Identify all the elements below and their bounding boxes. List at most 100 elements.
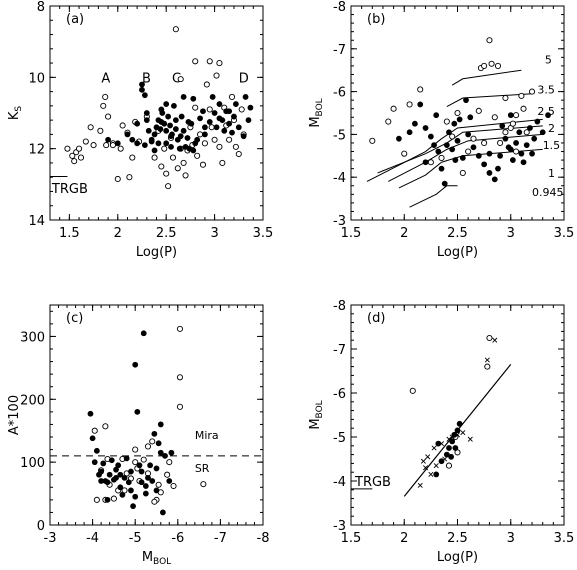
open-circle-point <box>211 136 218 143</box>
open-circle-point <box>443 118 450 125</box>
open-circle-point <box>509 120 516 127</box>
filled-circle-point <box>139 86 145 93</box>
open-circle-point <box>486 37 493 44</box>
open-circle-point <box>213 72 220 79</box>
filled-circle-point <box>106 471 113 478</box>
filled-circle-point <box>141 142 148 148</box>
filled-circle-point <box>534 118 541 125</box>
y-tick-label: -8 <box>333 299 346 314</box>
open-circle-point <box>144 443 152 450</box>
x-axis-label: Log(P) <box>136 245 177 260</box>
x-tick-label: -8 <box>257 531 270 546</box>
filled-circle-point <box>142 490 149 497</box>
y-tick-label: 300 <box>20 330 45 345</box>
cross-stroke <box>449 434 455 440</box>
cross-stroke <box>423 465 429 471</box>
panel-label: (b) <box>367 12 385 27</box>
open-circle-point <box>117 145 124 152</box>
filled-circle-point <box>481 161 488 168</box>
open-circle-point <box>216 143 223 150</box>
filled-circle-point <box>114 140 121 147</box>
cross-stroke <box>467 436 473 442</box>
filled-circle-point <box>149 478 156 484</box>
filled-circle-point <box>242 94 249 100</box>
x-axis-label: MBOL <box>142 550 171 567</box>
model-track-line <box>451 69 522 86</box>
trgb-label: TRGB <box>354 475 391 490</box>
filled-circle-point <box>104 496 111 503</box>
filled-circle-point <box>139 81 145 88</box>
cross-point <box>420 458 426 464</box>
cross-stroke <box>428 471 434 477</box>
open-circle-point <box>518 92 525 99</box>
filled-circle-point <box>531 135 538 142</box>
cross-point <box>484 357 490 363</box>
filled-circle-point <box>520 159 527 166</box>
filled-circle-point <box>229 129 235 136</box>
sequence-label: TRGB <box>51 182 88 197</box>
cross-point <box>425 454 431 460</box>
filled-circle-point <box>105 136 111 143</box>
x-tick-label: -6 <box>171 531 184 546</box>
filled-circle-point <box>158 106 165 113</box>
open-circle-point <box>449 133 456 140</box>
mira-label: Mira <box>195 429 219 442</box>
cross-stroke <box>439 441 445 447</box>
model-track-label: 0.945 <box>532 186 564 199</box>
filled-circle-point <box>151 147 158 154</box>
open-circle-point <box>163 170 170 177</box>
filled-circle-point <box>456 116 463 123</box>
filled-circle-point <box>454 137 461 144</box>
filled-circle-point <box>449 438 456 445</box>
filled-circle-point <box>465 131 472 138</box>
filled-circle-point <box>507 112 514 119</box>
open-circle-point <box>172 26 179 33</box>
open-circle-point <box>93 496 100 503</box>
filled-circle-point <box>87 410 94 417</box>
filled-circle-point <box>117 471 124 478</box>
filled-circle-point <box>509 157 516 163</box>
y-tick-label: 10 <box>28 71 45 86</box>
cross-stroke <box>431 445 437 451</box>
y-tick-label: 12 <box>28 143 45 158</box>
filled-circle-point <box>155 440 162 447</box>
filled-circle-point <box>168 133 174 140</box>
filled-circle-point <box>167 122 173 129</box>
open-circle-point <box>390 105 397 112</box>
filled-circle-point <box>157 126 164 132</box>
filled-circle-point <box>221 127 228 134</box>
open-circle-point <box>494 62 502 69</box>
filled-circle-point <box>134 408 141 415</box>
cross-point <box>417 482 423 488</box>
y-tick-label: 100 <box>20 456 45 471</box>
x-tick-label: -4 <box>86 531 99 546</box>
panel-a-period-ks-plot: 1.5 2 2.5 3 3.5 8 10 12 14 Log(P) KS (a) A B C D TRGB <box>7 0 273 260</box>
filled-circle-point <box>163 101 170 107</box>
open-circle-point <box>140 456 147 463</box>
open-circle-point <box>165 183 172 190</box>
open-circle-point <box>102 93 109 100</box>
open-circle-point <box>484 363 491 370</box>
open-circle-point <box>177 76 184 83</box>
open-circle-point <box>465 148 472 155</box>
panel-c-amplitude-mbol-plot: -3 -4 -5 -6 -7 -8 0 100 200 300 MBOL A*100 (c) Mira SR <box>7 304 270 567</box>
filled-circle-point <box>513 140 519 146</box>
x-axis-label: Log(P) <box>437 550 478 565</box>
open-circle-point <box>232 143 239 150</box>
open-circle-point <box>105 113 112 120</box>
open-circle-point <box>201 140 208 147</box>
filled-circle-point <box>406 129 413 136</box>
filled-circle-point <box>247 104 254 111</box>
open-circle-point <box>200 481 207 488</box>
filled-circle-point <box>162 452 168 459</box>
filled-circle-point <box>129 136 136 143</box>
plot-frame <box>49 304 264 526</box>
panel-d-period-mbol-fit-plot: 1.5 2 2.5 3 3.5 -3 -4 -5 -6 -7 -8 Log(P) MBOL (d) TRGB <box>308 299 574 565</box>
filled-circle-point <box>459 155 466 161</box>
x-tick-label: 2 <box>400 531 408 546</box>
y-tick-label: 8 <box>37 0 45 15</box>
filled-circle-point <box>157 449 164 456</box>
open-circle-point <box>235 150 242 158</box>
open-circle-point <box>208 124 215 131</box>
filled-circle-point <box>422 159 429 166</box>
